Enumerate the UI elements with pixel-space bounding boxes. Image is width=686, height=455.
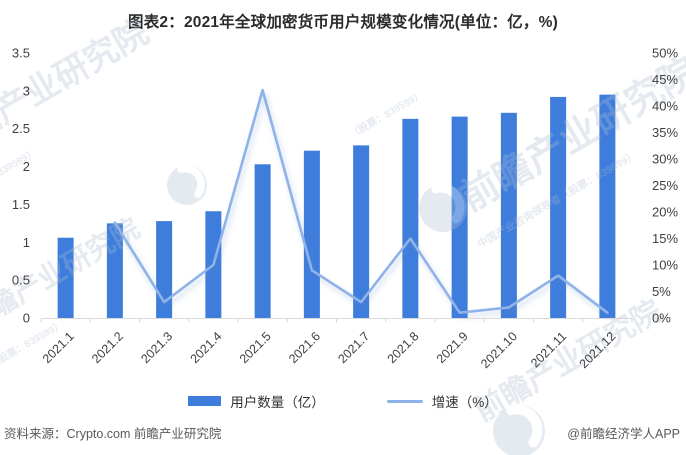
legend-bar-swatch [188, 396, 222, 406]
watermark-layer: 前瞻产业研究院（股票：839599） 前瞻产业研究院中国产业咨询领导者（股票：83… [0, 12, 686, 455]
left-axis-label: 2 [23, 159, 30, 174]
user-count-bar-2021.6 [303, 150, 320, 318]
right-axis-label: 15% [652, 231, 678, 246]
user-count-bar-2021.8 [402, 118, 419, 318]
watermark-logo [167, 164, 207, 205]
right-axis-label: 5% [652, 284, 671, 299]
user-count-bar-2021.1 [57, 237, 74, 318]
x-axis-label: 2021.9 [434, 329, 471, 366]
legend-label-growth: 增速（%） [431, 395, 498, 410]
credit-text: @前瞻经济学人APP [567, 427, 680, 441]
chart-title: 图表2：2021年全球加密货币用户规模变化情况(单位：亿，%) [128, 14, 558, 31]
user-count-bar-2021.11 [550, 96, 567, 319]
x-axis-label: 2021.3 [138, 329, 175, 366]
footer: 资料来源：Crypto.com 前瞻产业研究院 @前瞻经济学人APP [4, 423, 680, 442]
right-axis-label: 30% [652, 152, 678, 167]
source-text: 资料来源：Crypto.com 前瞻产业研究院 [4, 427, 222, 441]
x-axis-label: 2021.5 [237, 329, 274, 366]
x-axis-label: 2021.8 [385, 329, 422, 366]
left-axis-label: 1.5 [12, 197, 30, 212]
user-count-bar-2021.9 [451, 116, 468, 318]
left-axis-label: 0.5 [12, 273, 30, 288]
legend-line-swatch [386, 399, 423, 403]
legend-label-users: 用户数量（亿） [230, 395, 325, 410]
user-count-bar-2021.2 [106, 223, 123, 318]
right-axis-label: 35% [652, 125, 678, 140]
left-axis-label: 3 [23, 83, 30, 98]
user-count-bar-2021.7 [353, 145, 370, 318]
right-axis-label: 10% [652, 258, 678, 273]
legend: 用户数量（亿） 增速（%） [0, 391, 686, 411]
right-axis-label: 45% [652, 72, 678, 87]
legend-item-users: 用户数量（亿） [188, 391, 325, 411]
user-count-bar-2021.10 [500, 112, 517, 318]
user-count-bar-2021.3 [156, 221, 173, 318]
left-axis-label: 3.5 [12, 46, 30, 61]
watermark-logo [493, 404, 545, 455]
right-axis-label: 0% [652, 311, 671, 326]
left-axis-label: 0 [23, 311, 30, 326]
right-axis-label: 50% [652, 46, 678, 61]
left-axis-label: 2.5 [12, 121, 30, 136]
x-axis-label: 2021.4 [188, 329, 225, 366]
watermark-text: （股票：839599） [0, 146, 39, 199]
user-count-bar-2021.12 [599, 94, 616, 319]
watermark-logo [419, 183, 467, 232]
x-axis-label: 2021.2 [89, 329, 126, 366]
x-axis-label: 2021.7 [335, 329, 372, 366]
right-axis-label: 25% [652, 178, 678, 193]
bar-series [57, 94, 616, 319]
x-axis-label: 2021.6 [286, 329, 323, 366]
right-axis-label: 40% [652, 99, 678, 114]
x-axis-label: 2021.10 [478, 329, 520, 371]
left-axis-label: 1 [23, 235, 30, 250]
user-count-bar-2021.5 [254, 164, 271, 318]
legend-item-growth: 增速（%） [386, 391, 498, 411]
growth-line [113, 88, 609, 315]
right-axis-label: 20% [652, 205, 678, 220]
